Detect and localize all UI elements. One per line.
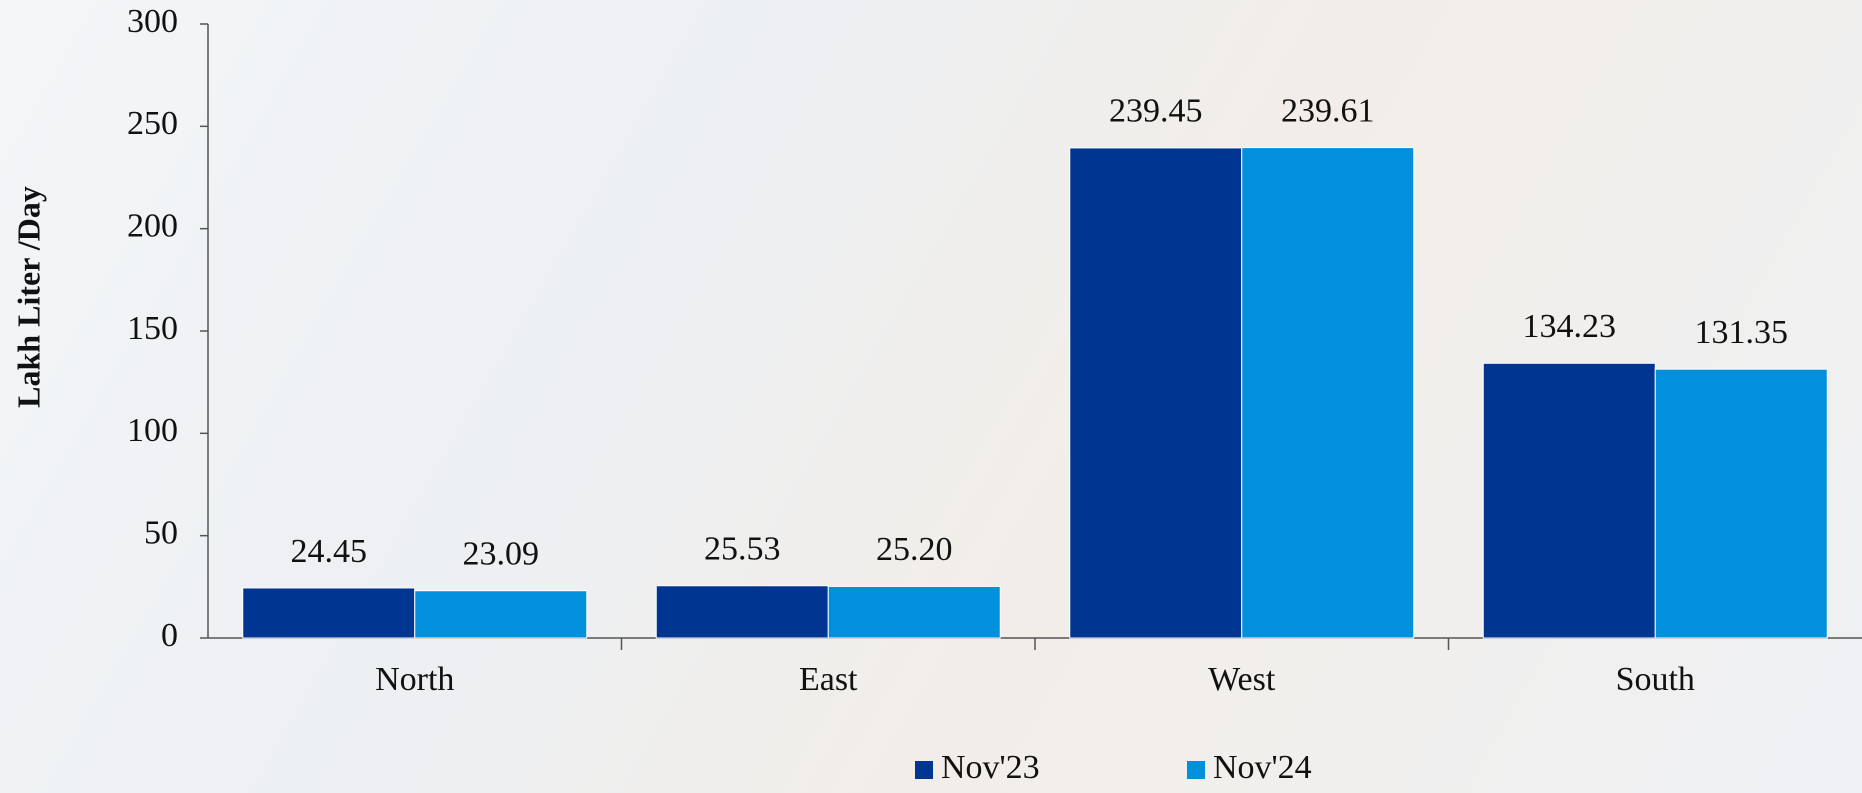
bar <box>1483 363 1655 638</box>
bar <box>1655 369 1827 638</box>
y-tick-label: 100 <box>127 412 178 449</box>
x-tick-label: South <box>1616 661 1695 698</box>
x-tick-label: North <box>375 661 454 698</box>
y-tick-label: 300 <box>127 3 178 40</box>
value-label: 131.35 <box>1695 314 1789 351</box>
legend-label: Nov'24 <box>1213 749 1312 786</box>
y-tick-label: 50 <box>144 514 178 551</box>
value-label: 134.23 <box>1523 308 1617 345</box>
value-label: 23.09 <box>463 536 540 573</box>
value-label: 239.61 <box>1281 92 1375 129</box>
value-label: 25.20 <box>876 531 953 568</box>
legend-label: Nov'23 <box>941 749 1040 786</box>
y-tick-label: 0 <box>161 617 178 654</box>
legend-swatch <box>1187 761 1205 779</box>
y-axis-label: Lakh Liter /Day <box>10 186 46 408</box>
value-label: 24.45 <box>291 533 368 570</box>
bar <box>1070 148 1242 638</box>
chart: Lakh Liter /Day 0 50 100 150 200 250 300 North 2… <box>0 0 1862 793</box>
bar <box>243 588 415 638</box>
bar <box>415 591 587 638</box>
value-label: 239.45 <box>1109 93 1203 130</box>
bar <box>1242 148 1414 638</box>
x-tick-label: East <box>799 661 858 698</box>
legend-swatch <box>915 761 933 779</box>
y-tick-label: 250 <box>127 105 178 142</box>
y-tick-label: 200 <box>127 207 178 244</box>
y-tick-label: 150 <box>127 310 178 347</box>
x-tick-label: West <box>1208 661 1276 698</box>
bar <box>828 586 1000 638</box>
bar <box>656 586 828 638</box>
value-label: 25.53 <box>704 531 781 568</box>
